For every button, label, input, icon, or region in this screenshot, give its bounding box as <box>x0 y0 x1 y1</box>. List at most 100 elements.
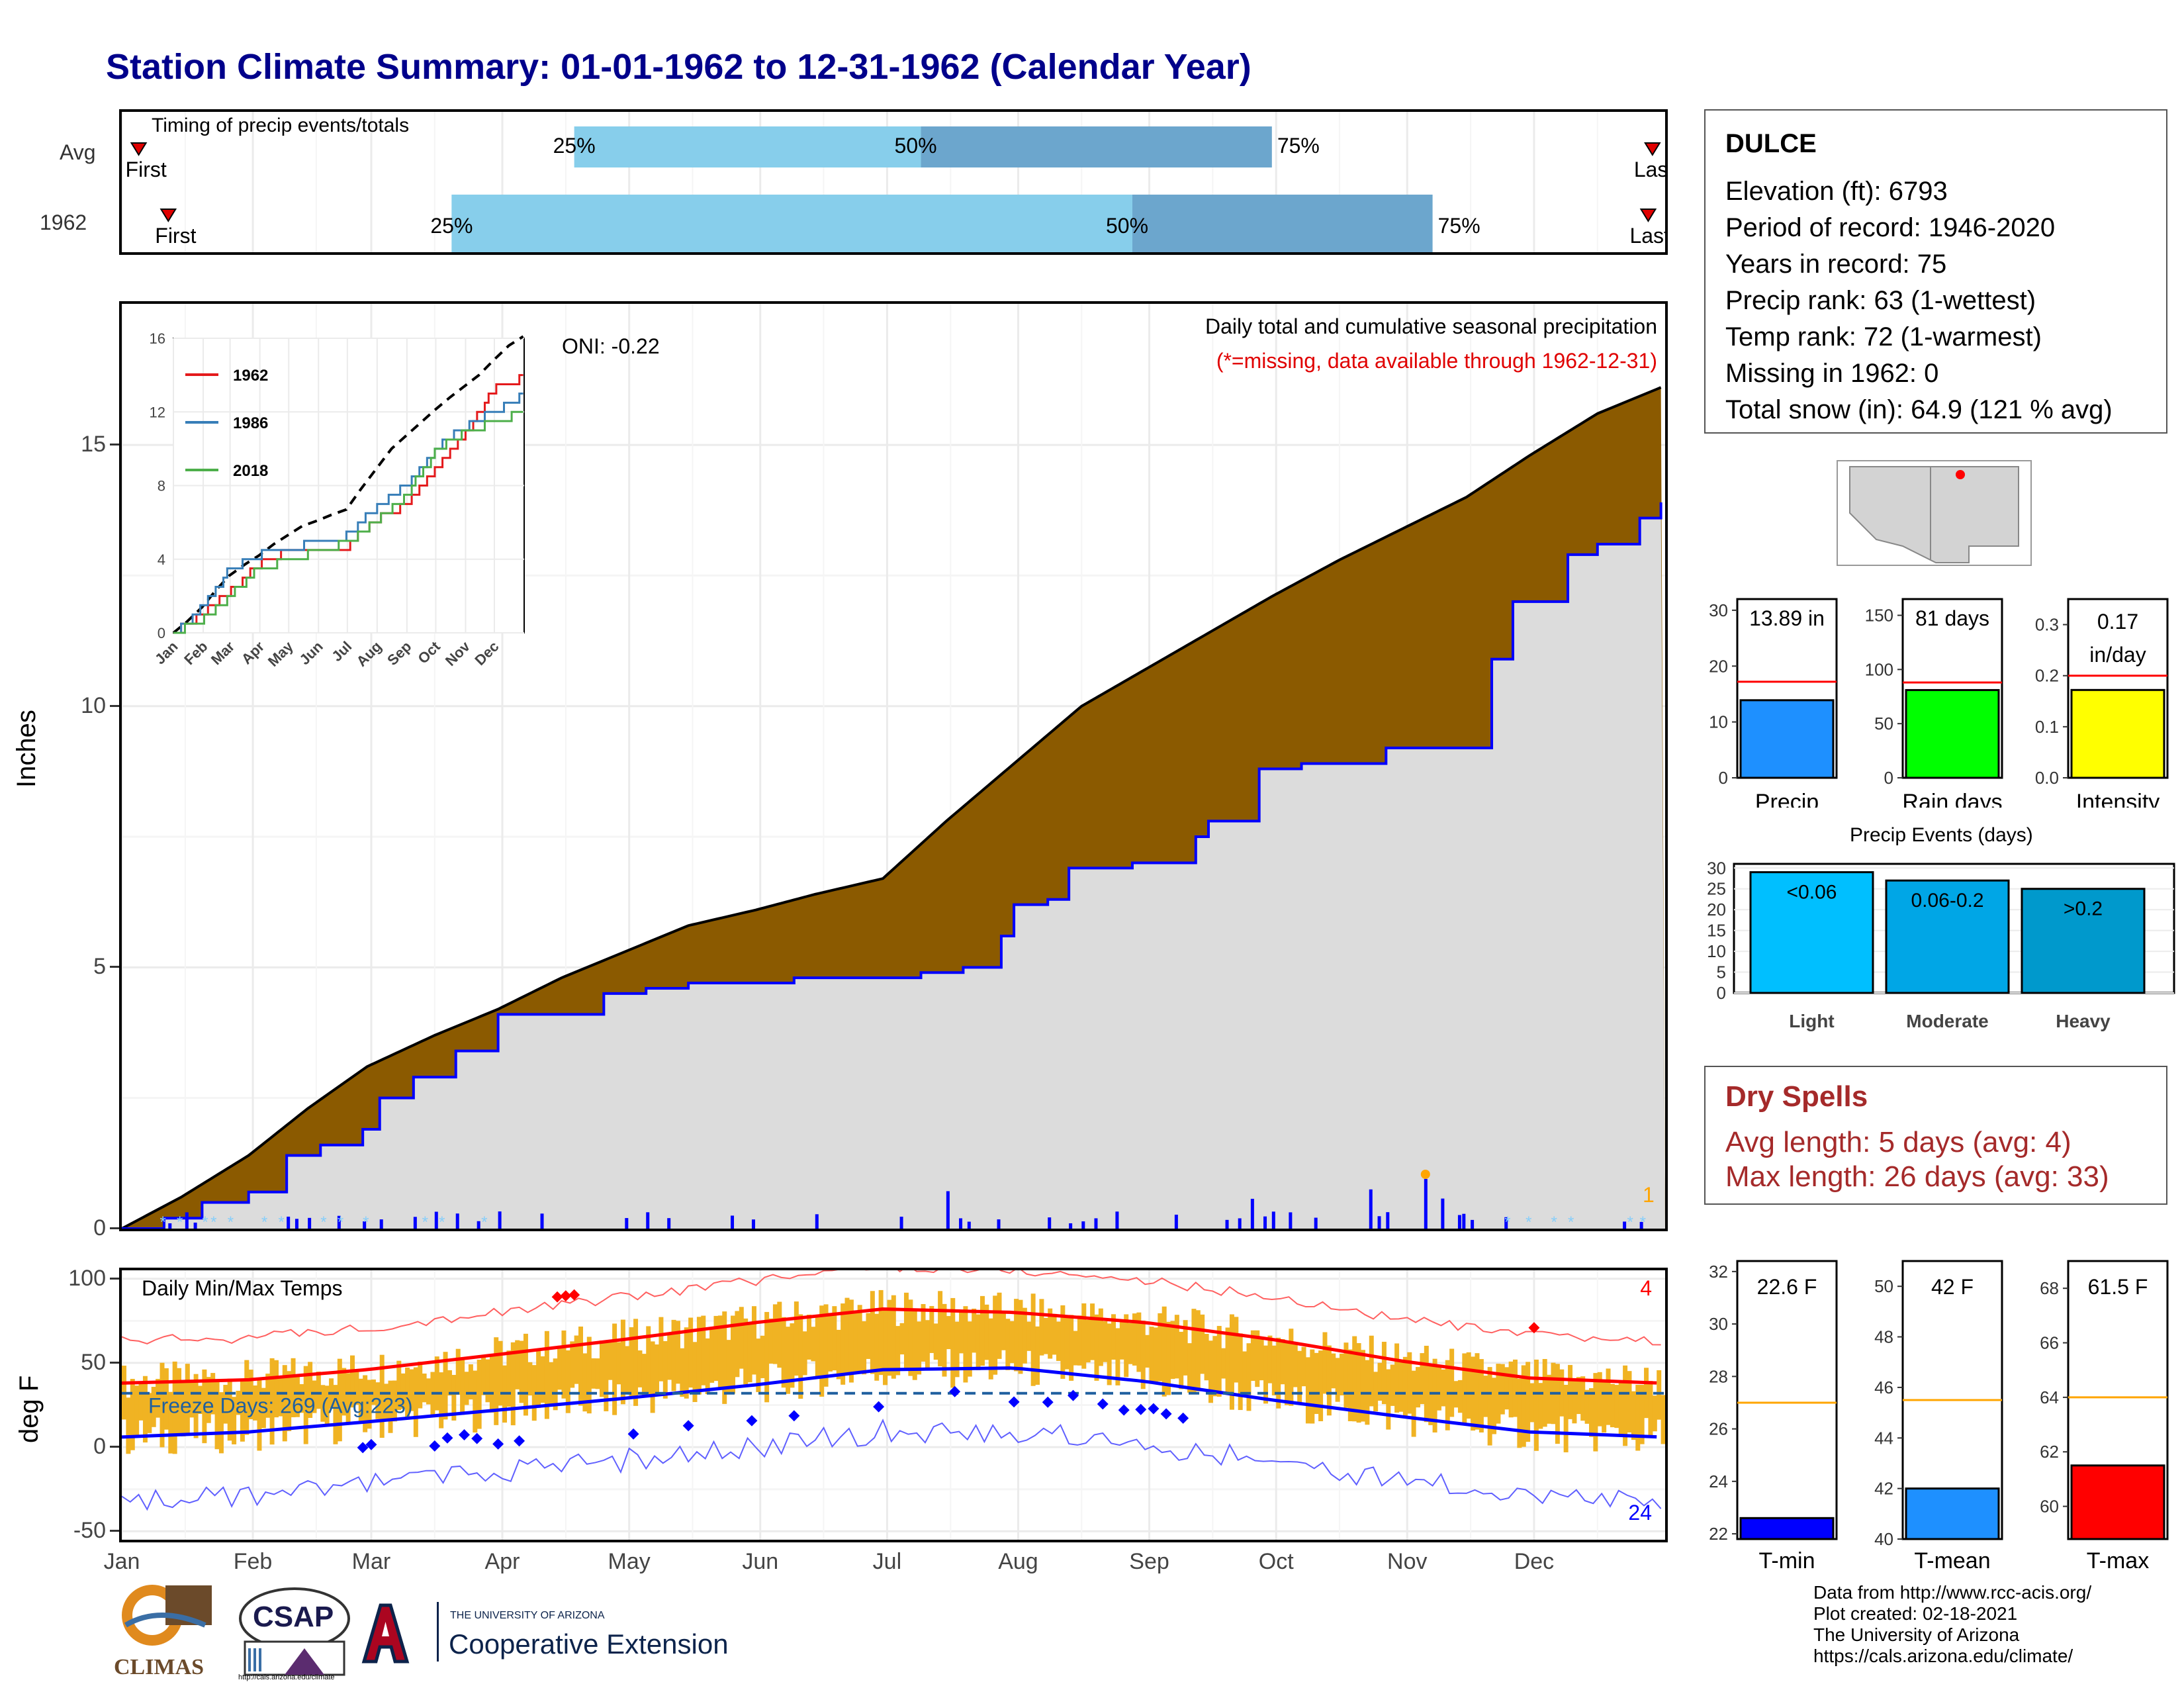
temp-bar-ytick: 32 <box>1709 1262 1728 1282</box>
daily-precip-bar <box>1271 1211 1275 1229</box>
temp-bar-ytick: 48 <box>1874 1327 1893 1347</box>
daily-temp-bar <box>950 1297 956 1388</box>
small-bar <box>1739 699 1835 779</box>
snow-marker: * <box>320 1213 326 1229</box>
daily-temp-bar <box>1187 1343 1193 1393</box>
daily-temp-bar <box>650 1341 655 1413</box>
ua-block-a-icon <box>361 1603 410 1664</box>
daily-precip-bar <box>1314 1217 1318 1229</box>
temp-bar-value: 61.5 F <box>2088 1275 2148 1299</box>
inset-xtick: Mar <box>208 638 238 669</box>
daily-temp-bar <box>760 1335 765 1378</box>
daily-temp-bar <box>612 1323 617 1415</box>
month-label: Jun <box>742 1549 779 1574</box>
daily-temp-bar <box>1606 1368 1611 1425</box>
daily-temp-bar <box>1322 1332 1328 1394</box>
daily-temp-bar <box>324 1385 330 1427</box>
csap-cloud-icon <box>239 1587 350 1676</box>
daily-temp-bar <box>172 1361 177 1454</box>
daily-temp-bar <box>1360 1350 1365 1422</box>
daily-precip-bar <box>1069 1223 1073 1229</box>
daily-precip-bar <box>193 1222 197 1229</box>
daily-temp-bar <box>282 1365 287 1442</box>
daily-temp-bar <box>274 1360 279 1418</box>
daily-temp-bar <box>701 1315 706 1385</box>
events-ytick: 15 <box>1707 921 1726 941</box>
inset-legend-label: 1962 <box>233 367 268 385</box>
daily-temp-bar <box>777 1301 782 1368</box>
footer-url: https://cals.arizona.edu/climate/ <box>1813 1646 2073 1666</box>
snow-marker: * <box>439 1213 445 1229</box>
record-low-marker <box>788 1410 800 1422</box>
daily-temp-bar <box>295 1376 300 1417</box>
small-bar-value: 81 days <box>1915 606 1989 630</box>
daily-temp-bar <box>1352 1336 1357 1422</box>
daily-temp-bar <box>473 1370 478 1433</box>
precip-panel-subtitle: (*=missing, data available through 1962-… <box>1216 349 1657 373</box>
daily-temp-bar <box>214 1382 220 1450</box>
record-low-marker <box>459 1429 470 1441</box>
daily-temp-bar <box>823 1304 829 1387</box>
snow-marker: * <box>278 1213 284 1229</box>
daily-precip-bar <box>498 1211 502 1229</box>
events-ytick: 25 <box>1707 879 1726 899</box>
small-bar-ytick: 0.1 <box>2035 717 2059 737</box>
small-bar-ytick: 10 <box>1709 712 1728 732</box>
daily-temp-bar <box>1326 1345 1332 1416</box>
snow-marker: * <box>261 1213 267 1229</box>
daily-temp-bar <box>1584 1389 1590 1424</box>
daily-temp-bar <box>316 1372 321 1409</box>
normal-max-line <box>122 1307 1657 1385</box>
daily-temp-bar <box>979 1295 985 1366</box>
inset-ytick: 0 <box>158 625 165 641</box>
daily-temp-bar <box>1271 1345 1277 1395</box>
daily-temp-bar <box>422 1373 427 1403</box>
temp-bar-ytick: 46 <box>1874 1378 1893 1397</box>
daily-temp-bar <box>1542 1359 1547 1427</box>
daily-temp-bar <box>1136 1312 1142 1372</box>
daily-precip-bar <box>337 1215 341 1229</box>
csap-url: http://cals.arizona.edu/climate <box>238 1673 335 1681</box>
daily-precip-bar <box>1623 1221 1627 1229</box>
events-ytick: 20 <box>1707 900 1726 919</box>
daily-precip-bar <box>1457 1215 1461 1229</box>
daily-temp-bar <box>1090 1303 1095 1360</box>
daily-temp-bar <box>337 1358 342 1442</box>
daily-temp-bar <box>713 1315 719 1382</box>
daily-temp-bar <box>798 1314 803 1399</box>
oni-label: ONI: -0.22 <box>562 334 660 358</box>
daily-temp-bar <box>625 1346 630 1393</box>
daily-precip-bar <box>1081 1221 1085 1229</box>
temp-ytick-mark <box>110 1530 119 1532</box>
inset-xtick: Nov <box>442 637 474 669</box>
station-elevation: Elevation (ft): 6793 <box>1725 177 1948 206</box>
temp-ytick: 100 <box>68 1265 106 1291</box>
inset-xtick: Jun <box>296 638 326 668</box>
daily-temp-bar <box>1128 1323 1133 1364</box>
daily-temp-bar <box>1014 1299 1019 1372</box>
daily-temp-bar <box>1039 1299 1044 1356</box>
daily-temp-bar <box>1060 1305 1066 1379</box>
daily-temp-bar <box>333 1385 338 1444</box>
first-label: First <box>126 158 167 181</box>
daily-precip-bar <box>815 1214 819 1229</box>
ua-logo: THE UNIVERSITY OF ARIZONA Cooperative Ex… <box>361 1602 745 1668</box>
daily-temp-bar <box>384 1383 389 1420</box>
daily-temp-bar <box>578 1326 584 1406</box>
daily-temp-bar <box>1627 1371 1632 1433</box>
daily-temp-bar <box>142 1376 148 1443</box>
last-label: Last <box>1629 224 1665 248</box>
daily-temp-bar <box>1479 1359 1484 1432</box>
temp-bar-ytick: 66 <box>2040 1333 2059 1353</box>
record-low-line <box>122 1418 1662 1511</box>
snow-marker: * <box>202 1213 208 1229</box>
daily-precip-bar <box>1424 1179 1428 1229</box>
daily-temp-bar <box>1069 1315 1074 1381</box>
temp-bar-ytick: 68 <box>2040 1278 2059 1298</box>
timing-pct-label: 25% <box>430 214 473 238</box>
month-label: Nov <box>1387 1549 1428 1574</box>
daily-temp-bar <box>1293 1343 1298 1387</box>
timing-bar-25-50 <box>574 126 921 167</box>
footer-plot-created: Plot created: 02-18-2021 <box>1813 1603 2018 1624</box>
daily-temp-bar <box>747 1322 752 1383</box>
